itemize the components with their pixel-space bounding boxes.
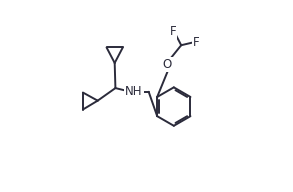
Text: F: F <box>193 36 199 49</box>
Text: NH: NH <box>125 85 143 98</box>
Text: O: O <box>163 58 172 71</box>
Text: F: F <box>170 25 176 38</box>
